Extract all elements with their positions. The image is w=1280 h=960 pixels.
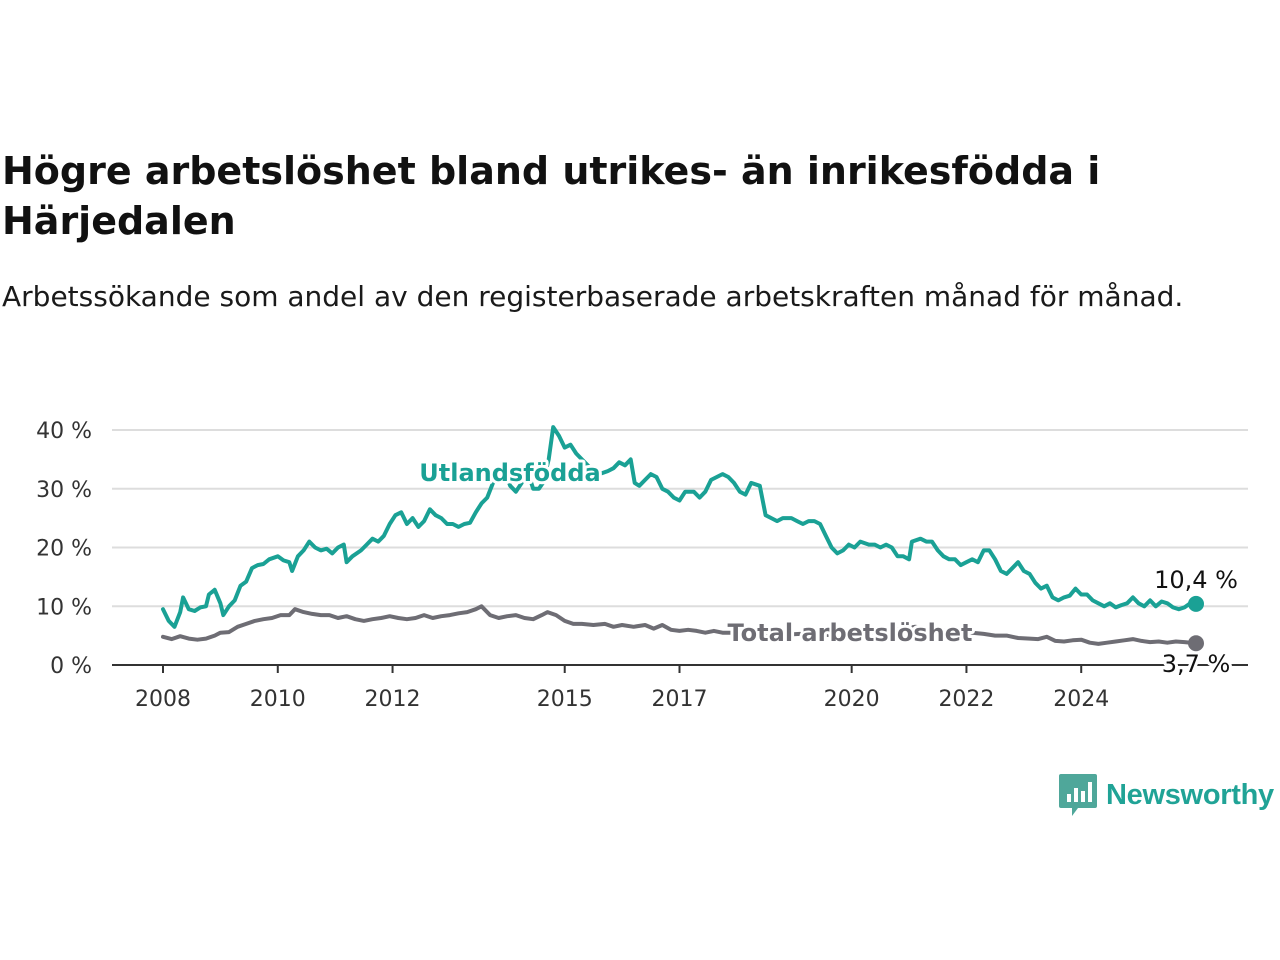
y-axis-ticks: 0 % 10 % 20 % 30 % 40 % <box>36 419 92 679</box>
x-axis-ticks: 2008 2010 2012 2015 2017 2020 2022 2024 <box>135 665 1109 712</box>
gridlines <box>112 429 1248 608</box>
chart-subtitle: Arbetssökande som andel av den registerb… <box>2 280 1184 313</box>
x-tick-label: 2022 <box>938 687 994 712</box>
bar-chart-speech-bubble-icon <box>1059 774 1097 816</box>
utlandsfodda-end-value: 10,4 % <box>1154 566 1238 594</box>
utlandsfodda-line <box>161 425 1198 629</box>
utlandsfodda-label: Utlandsfödda <box>419 459 600 487</box>
brand-name: Newsworthy <box>1106 778 1274 811</box>
series-lines <box>161 425 1204 652</box>
x-tick-label: 2017 <box>652 687 708 712</box>
x-tick-label: 2008 <box>135 687 191 712</box>
x-tick-label: 2012 <box>365 687 421 712</box>
total-label: Total arbetslöshet <box>727 619 972 647</box>
total-end-point <box>1188 635 1204 652</box>
x-tick-label: 2010 <box>250 687 306 712</box>
y-tick-label: 0 % <box>50 654 92 679</box>
x-tick-label: 2015 <box>537 687 593 712</box>
y-tick-label: 30 % <box>36 478 92 503</box>
x-tick-label: 2024 <box>1053 687 1109 712</box>
x-tick-label: 2020 <box>824 687 880 712</box>
total-line <box>161 604 1198 646</box>
y-tick-label: 40 % <box>36 419 92 444</box>
y-tick-label: 10 % <box>36 595 92 620</box>
total-end-value: 3,7 % <box>1162 650 1231 678</box>
y-tick-label: 20 % <box>36 537 92 562</box>
chart-title: Högre arbetslöshet bland utrikes- än inr… <box>2 149 1101 243</box>
newsworthy-logo: Newsworthy <box>1058 772 1274 818</box>
series-labels: Utlandsfödda Total arbetslöshet 10,4 % 3,7 … <box>416 456 1241 681</box>
utlandsfodda-end-point <box>1188 595 1204 612</box>
